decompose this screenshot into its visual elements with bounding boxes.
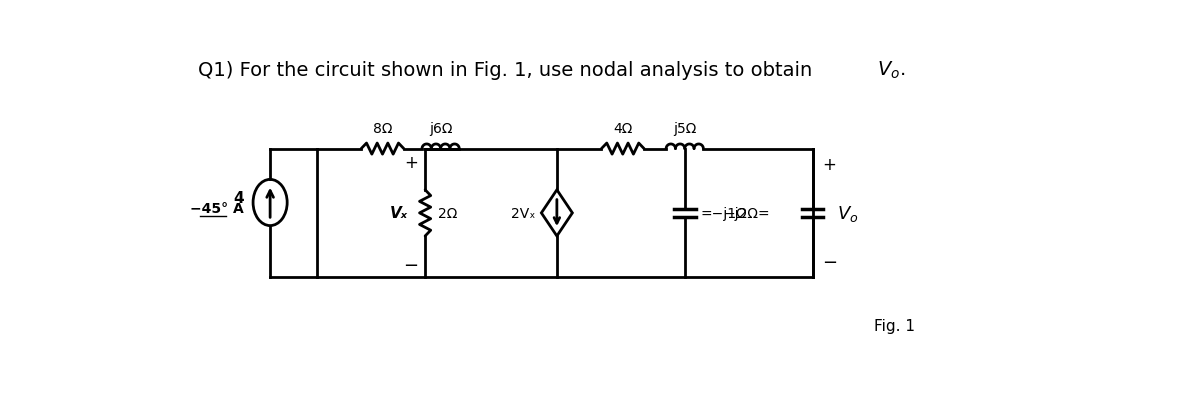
- Text: 2Vₓ: 2Vₓ: [511, 207, 535, 220]
- Text: −45° A: −45° A: [190, 201, 244, 215]
- Text: $\mathbf{\mathit{V_o}}$.: $\mathbf{\mathit{V_o}}$.: [877, 60, 905, 81]
- Text: 4: 4: [233, 190, 244, 205]
- Text: 2Ω: 2Ω: [438, 207, 457, 220]
- Text: +: +: [823, 156, 836, 174]
- Text: =−j1Ω: =−j1Ω: [701, 207, 746, 220]
- Text: 4Ω: 4Ω: [613, 122, 632, 136]
- Text: Vₓ: Vₓ: [390, 206, 408, 221]
- Text: j6Ω: j6Ω: [428, 122, 452, 136]
- Text: −: −: [403, 256, 419, 274]
- Text: $V_o$: $V_o$: [838, 203, 859, 223]
- Text: −: −: [822, 253, 838, 271]
- Text: Fig. 1: Fig. 1: [874, 318, 914, 333]
- Text: −j2Ω=: −j2Ω=: [724, 207, 770, 220]
- Text: +: +: [404, 154, 418, 172]
- Text: j5Ω: j5Ω: [673, 122, 696, 136]
- Text: 8Ω: 8Ω: [373, 122, 392, 136]
- Text: Q1) For the circuit shown in Fig. 1, use nodal analysis to obtain: Q1) For the circuit shown in Fig. 1, use…: [198, 61, 818, 80]
